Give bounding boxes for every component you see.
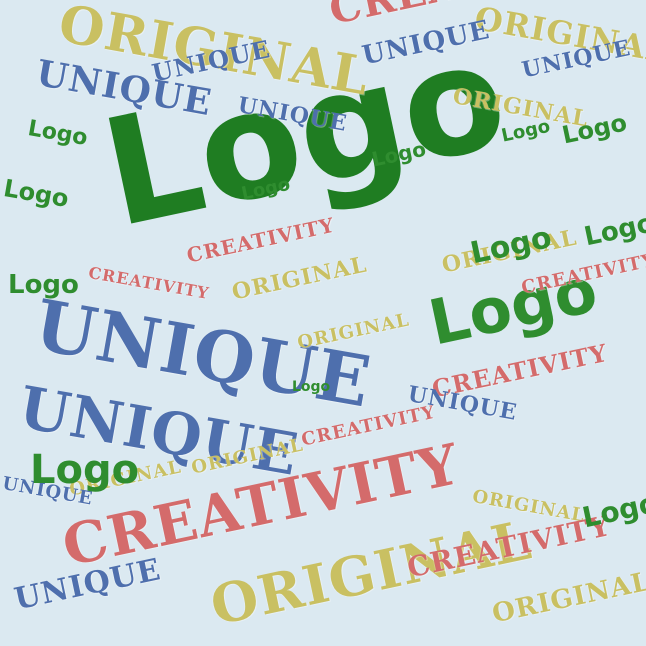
cloud-word-logo: Logo — [8, 270, 79, 300]
cloud-word-logo: Logo — [579, 486, 646, 535]
cloud-word-logo: Logo — [292, 379, 331, 395]
cloud-word-logo: Logo — [30, 447, 140, 493]
cloud-word-logo: Logo — [1, 174, 71, 213]
cloud-word-original: ORIGINAL — [489, 566, 646, 630]
cloud-word-logo: Logo — [581, 208, 646, 253]
cloud-word-logo: Logo — [26, 116, 90, 152]
cloud-word-original: ORIGINAL — [229, 251, 370, 306]
